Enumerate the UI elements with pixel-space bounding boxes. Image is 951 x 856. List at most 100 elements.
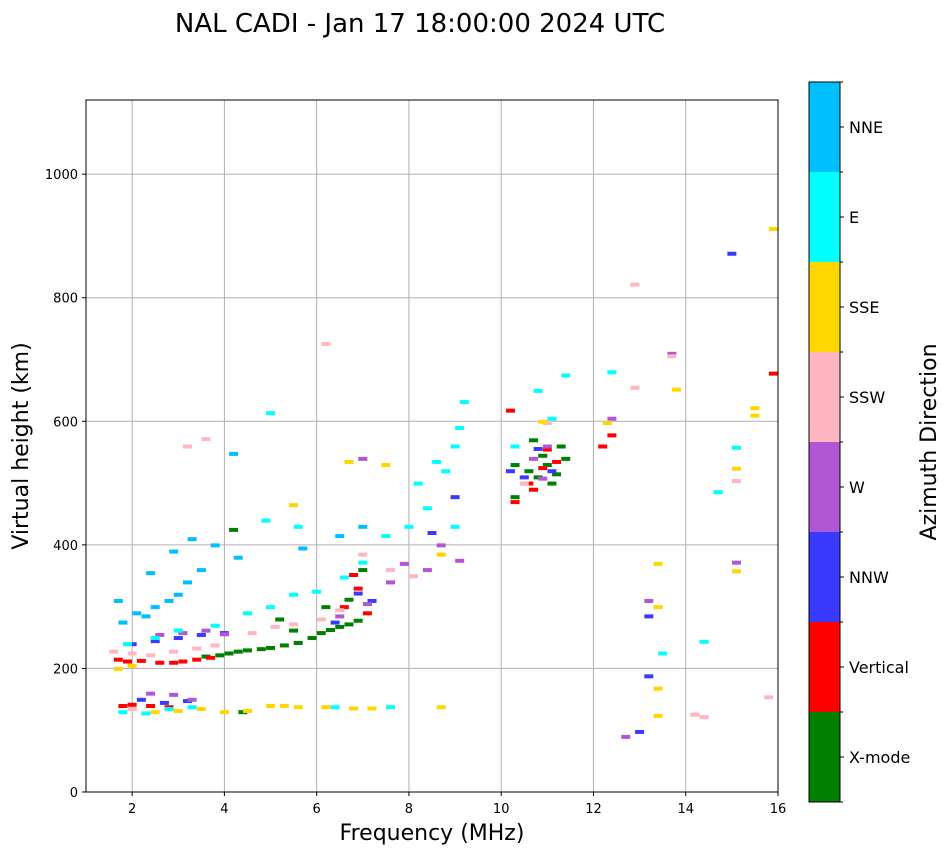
- colorbar-label: E: [849, 208, 859, 227]
- data-point-w: [219, 632, 229, 637]
- data-point-w: [146, 691, 156, 696]
- data-point-ssw: [201, 437, 211, 442]
- colorbar-label: NNE: [849, 118, 883, 137]
- data-point-nne: [233, 555, 243, 560]
- data-point-nne: [229, 451, 239, 456]
- data-point-ssw: [321, 341, 331, 346]
- data-point-sse: [367, 706, 377, 711]
- plot-frame: [85, 99, 779, 793]
- colorbar-segment: [809, 622, 840, 712]
- data-point-x-mode: [556, 444, 566, 449]
- data-point-ssw: [519, 481, 529, 486]
- data-point-vertical: [524, 481, 534, 486]
- data-point-x-mode: [201, 654, 211, 659]
- y-tick-label: 800: [53, 292, 78, 307]
- colorbar-label: SSE: [849, 298, 879, 317]
- data-point-sse: [173, 708, 183, 713]
- data-point-ssw: [385, 568, 395, 573]
- data-point-w: [528, 456, 538, 461]
- data-point-e: [210, 623, 220, 628]
- data-point-nnw: [727, 251, 737, 256]
- data-point-e: [413, 481, 423, 486]
- data-point-e: [293, 524, 303, 529]
- colorbar-frame: [808, 81, 841, 803]
- data-point-w: [187, 697, 197, 702]
- data-point-e: [381, 534, 391, 539]
- colorbar-title: Azimuth Direction: [917, 343, 942, 540]
- data-point-vertical: [123, 659, 133, 664]
- data-point-w: [436, 543, 446, 548]
- colorbar-label: NNW: [849, 568, 889, 587]
- data-point-e: [731, 445, 741, 450]
- data-point-x-mode: [358, 568, 368, 573]
- data-point-x-mode: [215, 653, 225, 658]
- colorbar-segment: [809, 82, 840, 172]
- data-point-nnw: [159, 700, 169, 705]
- data-point-vertical: [206, 655, 216, 660]
- data-point-w: [607, 416, 617, 421]
- data-point-nne: [141, 614, 151, 619]
- data-point-x-mode: [293, 640, 303, 645]
- data-point-nnw: [367, 598, 377, 603]
- data-point-w: [385, 580, 395, 585]
- data-point-ssw: [690, 712, 700, 717]
- data-point-nnw: [150, 639, 160, 644]
- data-point-vertical: [339, 605, 349, 610]
- data-point-vertical: [118, 704, 128, 708]
- data-point-x-mode: [547, 481, 557, 486]
- data-point-vertical: [146, 704, 156, 708]
- data-point-nnw: [505, 469, 515, 474]
- data-point-ssw: [358, 552, 368, 557]
- data-point-x-mode: [242, 648, 252, 653]
- data-point-nnw: [330, 620, 340, 625]
- data-point-x-mode: [542, 463, 552, 468]
- data-point-e: [187, 705, 197, 710]
- data-point-e: [547, 416, 557, 421]
- data-point-sse: [731, 569, 741, 574]
- data-point-nne: [173, 592, 183, 597]
- data-point-e: [404, 524, 414, 529]
- data-point-nnw: [644, 674, 654, 679]
- data-point-ssw: [192, 646, 202, 651]
- data-point-sse: [150, 710, 160, 715]
- data-point-x-mode: [256, 647, 266, 652]
- data-point-e: [330, 705, 340, 710]
- data-point-ssw: [182, 444, 192, 449]
- data-point-e: [141, 711, 151, 716]
- data-point-w: [169, 692, 179, 697]
- data-point-nne: [132, 611, 142, 616]
- x-tick-label: 2: [128, 802, 136, 817]
- y-tick-label: 0: [70, 786, 78, 801]
- data-point-nnw: [182, 699, 192, 704]
- data-point-e: [118, 710, 128, 715]
- data-point-nnw: [127, 642, 137, 647]
- data-point-x-mode: [510, 463, 520, 468]
- data-point-ssw: [146, 653, 156, 658]
- data-point-sse: [602, 421, 612, 426]
- data-point-x-mode: [233, 649, 243, 654]
- data-point-w: [178, 631, 188, 636]
- data-point-nnw: [644, 614, 654, 619]
- data-point-vertical: [155, 660, 165, 665]
- y-tick-label: 600: [53, 415, 78, 430]
- data-point-ssw: [270, 624, 280, 629]
- colorbar-segment: [809, 442, 840, 532]
- y-axis-label: Virtual height (km): [9, 342, 34, 549]
- x-tick-label: 12: [585, 802, 602, 817]
- data-point-x-mode: [528, 438, 538, 443]
- data-point-e: [312, 589, 322, 594]
- data-point-sse: [436, 705, 446, 710]
- data-point-vertical: [505, 408, 515, 413]
- data-point-sse: [196, 707, 206, 712]
- data-point-sse: [293, 705, 303, 710]
- data-point-ssw: [127, 707, 137, 712]
- data-point-ssw: [667, 354, 677, 359]
- data-point-sse: [750, 406, 760, 411]
- data-point-e: [123, 642, 133, 647]
- data-point-ssw: [630, 385, 640, 390]
- colorbar-segment: [809, 352, 840, 442]
- data-point-ssw: [630, 282, 640, 287]
- data-point-ssw: [289, 622, 299, 627]
- data-point-e: [658, 651, 668, 656]
